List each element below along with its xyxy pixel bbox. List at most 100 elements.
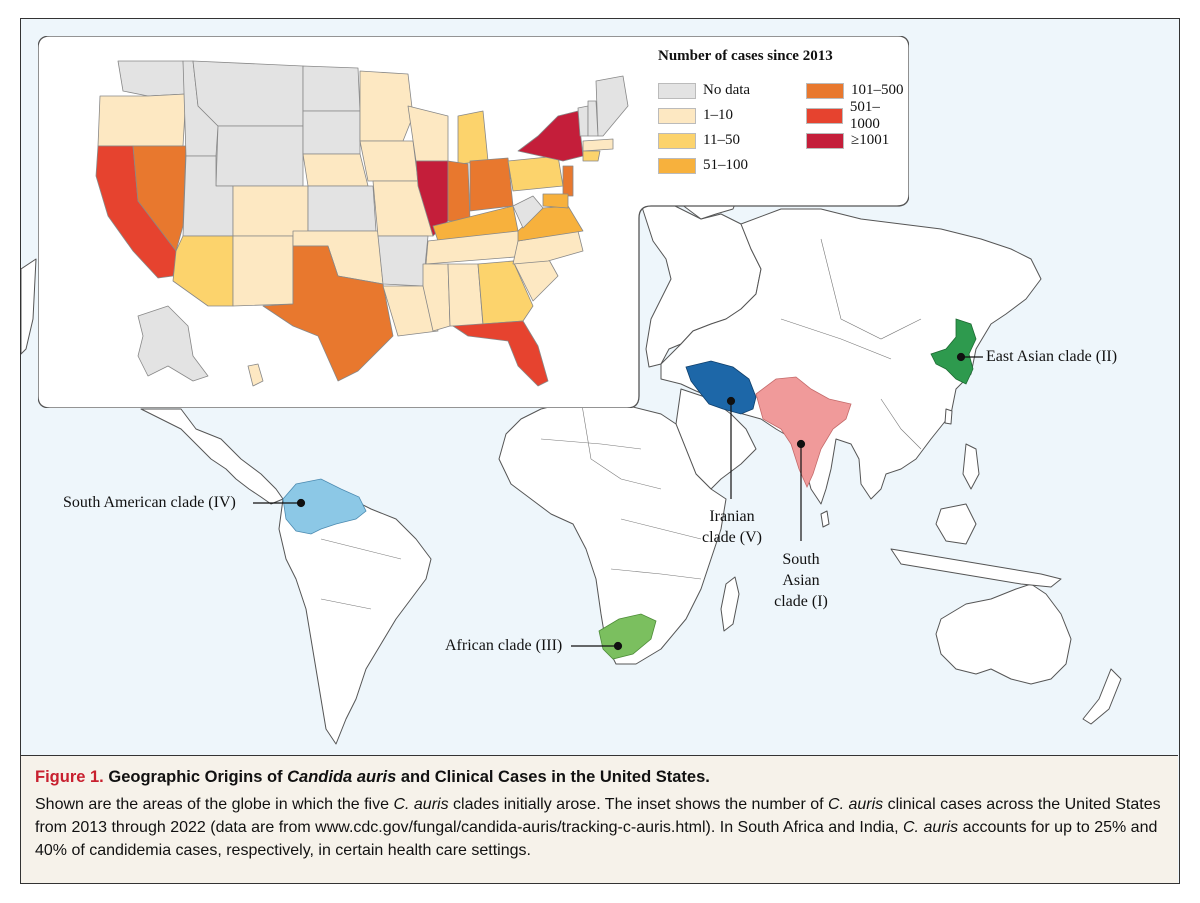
pointer-dot-south-asian [796, 439, 806, 449]
state-oregon [97, 93, 187, 147]
state-pennsylvania [507, 155, 564, 192]
indonesia-islands [890, 548, 1062, 588]
african-clade-label: African clade (III) [445, 637, 563, 654]
state-florida [452, 320, 549, 387]
border-line [320, 538, 402, 560]
south-america-landmass [278, 488, 432, 745]
philippines [962, 443, 980, 490]
legend-item-501-1000: 501–1000 [806, 99, 908, 132]
legend-label: 11–50 [703, 132, 740, 148]
iran-region [685, 360, 757, 415]
south-africa-region [598, 613, 657, 660]
figure-number: Figure 1. [35, 768, 104, 786]
state-maine [595, 75, 629, 137]
state-minnesota [359, 70, 414, 142]
iranian-label-line2: clade (V) [702, 529, 762, 546]
pointer-dot-east-asian [956, 352, 966, 362]
india-region [755, 376, 852, 488]
border-line [880, 398, 922, 450]
new-zealand [1082, 668, 1122, 725]
state-alaska [137, 305, 209, 382]
state-south-dakota [302, 110, 361, 155]
state-nebraska [302, 153, 369, 187]
caption-text: clinical cases across the United States … [35, 796, 1161, 836]
legend-swatch [658, 82, 696, 99]
caption-title-text-end: and Clinical Cases in the United States. [396, 768, 710, 786]
south-asian-label-line1: South [782, 551, 820, 568]
state-massachusetts [582, 138, 614, 152]
state-kansas [307, 185, 377, 232]
state-north-dakota [302, 65, 361, 112]
state-iowa [359, 140, 419, 182]
state-west-virginia [512, 195, 544, 229]
legend: Number of cases since 2013 No data 1–10 … [658, 48, 908, 174]
south-asian-label-line2: Asian [782, 572, 820, 589]
border-line [540, 438, 642, 450]
caption-title-species: Candida auris [287, 768, 397, 786]
caption-text: clades initially arose. The inset shows … [448, 796, 829, 813]
legend-label: 501–1000 [849, 98, 880, 132]
state-nevada [132, 145, 187, 252]
state-louisiana [382, 285, 439, 337]
border-line [320, 598, 372, 610]
caption-species: C. auris [828, 796, 884, 813]
state-vermont [577, 105, 589, 137]
state-mississippi [422, 263, 451, 332]
legend-item-1001-plus: ≥1001 [806, 128, 908, 153]
legend-label: No data [703, 82, 751, 98]
state-new-mexico [232, 235, 294, 307]
state-new-jersey [562, 165, 574, 197]
legend-label: 1–10 [703, 107, 733, 123]
legend-swatch [806, 82, 844, 99]
caption-title: Figure 1. Geographic Origins of Candida … [35, 768, 1164, 787]
state-colorado [232, 185, 309, 237]
asia-landmass [660, 208, 1042, 505]
legend-swatch [658, 157, 696, 174]
state-maryland [542, 193, 569, 209]
pointer-dot-iranian [726, 396, 736, 406]
south-american-clade-label: South American clade (IV) [63, 494, 236, 511]
legend-swatch [806, 107, 843, 124]
state-wyoming [215, 125, 304, 187]
us-inset: Number of cases since 2013 No data 1–10 … [38, 36, 909, 408]
africa-landmass [498, 398, 727, 665]
caption-species: C. auris [393, 796, 449, 813]
state-ohio [469, 157, 514, 212]
taiwan [944, 408, 953, 425]
caption-body: Shown are the areas of the globe in whic… [35, 793, 1164, 862]
alaska-mainland [21, 258, 37, 355]
legend-item-11-50: 11–50 [658, 128, 750, 153]
border-line [610, 568, 702, 580]
colombia-venezuela-region [282, 478, 367, 535]
border-line [820, 238, 922, 340]
caption-species: C. auris [903, 819, 959, 836]
legend-swatch [658, 107, 696, 124]
iranian-label-line1: Iranian [709, 508, 755, 525]
state-georgia [477, 260, 534, 325]
state-new-hampshire [587, 100, 599, 137]
border-line [580, 398, 662, 490]
legend-label: 101–500 [851, 82, 904, 98]
state-washington [117, 60, 187, 97]
pointer-dot-south-american [296, 498, 306, 508]
legend-column-left: No data 1–10 11–50 51–100 [658, 78, 750, 178]
state-connecticut [582, 150, 601, 162]
state-arkansas [377, 235, 429, 287]
state-indiana [447, 160, 471, 222]
caption-text: Shown are the areas of the globe in whic… [35, 796, 394, 813]
caption-text: accounts for up to 25% and 40% of candid… [35, 819, 1158, 859]
legend-label: 51–100 [703, 157, 748, 173]
figure-caption: Figure 1. Geographic Origins of Candida … [21, 755, 1178, 883]
legend-swatch [806, 132, 844, 149]
border-line [620, 518, 702, 540]
state-alabama [447, 263, 484, 327]
legend-title: Number of cases since 2013 [658, 48, 833, 64]
sri-lanka [820, 510, 830, 528]
state-montana [192, 60, 304, 127]
us-choropleth-map [38, 36, 909, 408]
legend-item-1-10: 1–10 [658, 103, 750, 128]
south-asian-label-line3: clade (I) [774, 593, 828, 610]
east-asian-clade-label: East Asian clade (II) [986, 348, 1118, 365]
border-line [780, 318, 892, 360]
state-texas [262, 245, 394, 382]
